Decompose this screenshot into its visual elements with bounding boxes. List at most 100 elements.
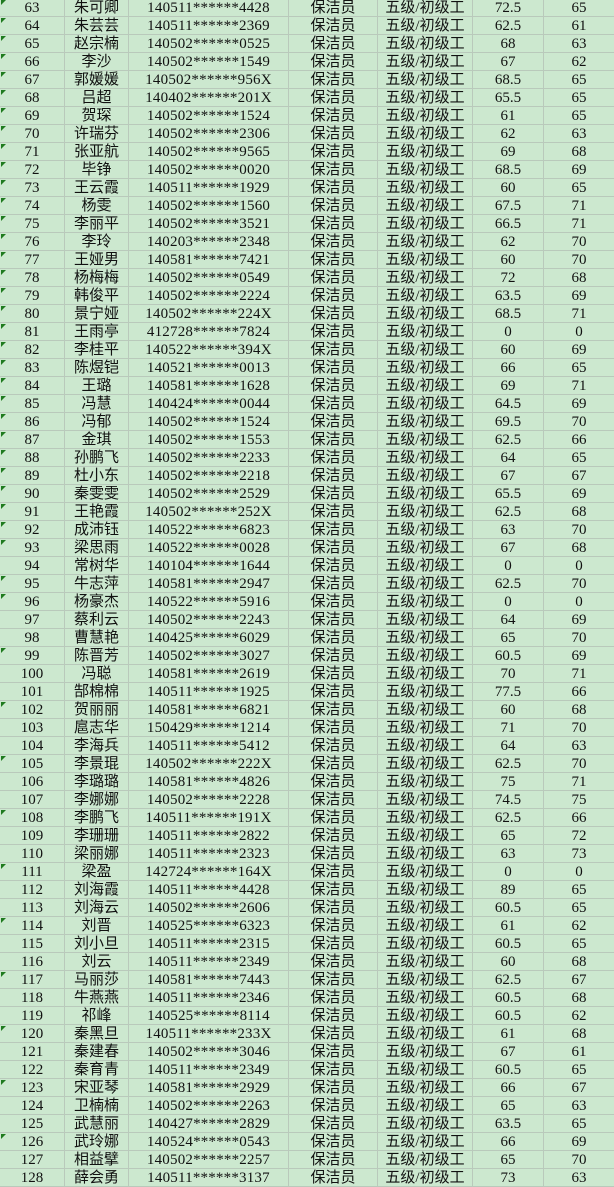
- id-number-cell[interactable]: 140502******2306: [129, 125, 289, 143]
- job-cell[interactable]: 保洁员: [289, 449, 378, 467]
- job-cell[interactable]: 保洁员: [289, 359, 378, 377]
- id-number-cell[interactable]: 140511******4428: [129, 881, 289, 899]
- score2-cell[interactable]: 61: [571, 18, 587, 34]
- job-cell[interactable]: 保洁员: [289, 1133, 378, 1151]
- level-cell[interactable]: 五级/初级工: [378, 0, 473, 17]
- score1-cell[interactable]: 65: [473, 629, 544, 647]
- level-cell[interactable]: 五级/初级工: [378, 215, 473, 233]
- name-cell[interactable]: 李丽平: [65, 215, 129, 233]
- name-cell[interactable]: 吕超: [65, 89, 129, 107]
- job-cell[interactable]: 保洁员: [289, 593, 378, 611]
- level-cell[interactable]: 五级/初级工: [378, 395, 473, 413]
- name-cell[interactable]: 朱可卿: [65, 0, 129, 17]
- score2-cell[interactable]: 65: [571, 90, 587, 106]
- name-cell[interactable]: 陈晋芳: [65, 647, 129, 665]
- job-cell[interactable]: 保洁员: [289, 953, 378, 971]
- job-cell[interactable]: 保洁员: [289, 557, 378, 575]
- job-cell[interactable]: 保洁员: [289, 251, 378, 269]
- score1-cell[interactable]: 67: [473, 539, 544, 557]
- job-cell[interactable]: 保洁员: [289, 611, 378, 629]
- job-cell[interactable]: 保洁员: [289, 1097, 378, 1115]
- row-number-cell[interactable]: 79: [0, 287, 65, 305]
- score2-cell[interactable]: 65: [571, 360, 587, 376]
- level-cell[interactable]: 五级/初级工: [378, 503, 473, 521]
- score1-cell[interactable]: 69: [473, 143, 544, 161]
- row-number-cell[interactable]: 98: [0, 629, 65, 647]
- score1-cell[interactable]: 63: [473, 521, 544, 539]
- score1-cell[interactable]: 66: [473, 1133, 544, 1151]
- job-cell[interactable]: 保洁员: [289, 197, 378, 215]
- name-cell[interactable]: 贺琛: [65, 107, 129, 125]
- row-number-cell[interactable]: 100: [0, 665, 65, 683]
- job-cell[interactable]: 保洁员: [289, 161, 378, 179]
- level-cell[interactable]: 五级/初级工: [378, 269, 473, 287]
- score2-cell[interactable]: 73: [571, 846, 587, 862]
- row-number-cell[interactable]: 63: [0, 0, 65, 17]
- id-number-cell[interactable]: 140581******6821: [129, 701, 289, 719]
- score2-cell[interactable]: 65: [571, 900, 587, 916]
- id-number-cell[interactable]: 140581******4826: [129, 773, 289, 791]
- name-cell[interactable]: 王娅男: [65, 251, 129, 269]
- job-cell[interactable]: 保洁员: [289, 377, 378, 395]
- name-cell[interactable]: 刘云: [65, 953, 129, 971]
- job-cell[interactable]: 保洁员: [289, 431, 378, 449]
- id-number-cell[interactable]: 140502******2224: [129, 287, 289, 305]
- job-cell[interactable]: 保洁员: [289, 269, 378, 287]
- job-cell[interactable]: 保洁员: [289, 305, 378, 323]
- score1-cell[interactable]: 66: [473, 1079, 544, 1097]
- name-cell[interactable]: 祁峰: [65, 1007, 129, 1025]
- row-number-cell[interactable]: 75: [0, 215, 65, 233]
- name-cell[interactable]: 冯聪: [65, 665, 129, 683]
- job-cell[interactable]: 保洁员: [289, 1025, 378, 1043]
- id-number-cell[interactable]: 140502******2257: [129, 1151, 289, 1169]
- score2-cell[interactable]: 70: [571, 522, 587, 538]
- level-cell[interactable]: 五级/初级工: [378, 1133, 473, 1151]
- row-number-cell[interactable]: 119: [0, 1007, 65, 1025]
- id-number-cell[interactable]: 140502******956X: [129, 71, 289, 89]
- job-cell[interactable]: 保洁员: [289, 935, 378, 953]
- name-cell[interactable]: 孙鹏飞: [65, 449, 129, 467]
- score2-cell[interactable]: 65: [571, 936, 587, 952]
- id-number-cell[interactable]: 140511******2315: [129, 935, 289, 953]
- name-cell[interactable]: 牛志萍: [65, 575, 129, 593]
- id-number-cell[interactable]: 140502******3027: [129, 647, 289, 665]
- job-cell[interactable]: 保洁员: [289, 575, 378, 593]
- score1-cell[interactable]: 63: [473, 845, 544, 863]
- id-number-cell[interactable]: 140502******2529: [129, 485, 289, 503]
- job-cell[interactable]: 保洁员: [289, 35, 378, 53]
- level-cell[interactable]: 五级/初级工: [378, 1061, 473, 1079]
- score2-cell[interactable]: 62: [571, 1008, 587, 1024]
- row-number-cell[interactable]: 110: [0, 845, 65, 863]
- level-cell[interactable]: 五级/初级工: [378, 539, 473, 557]
- score2-cell[interactable]: 68: [571, 990, 587, 1006]
- id-number-cell[interactable]: 140502******9565: [129, 143, 289, 161]
- id-number-cell[interactable]: 140581******2947: [129, 575, 289, 593]
- job-cell[interactable]: 保洁员: [289, 179, 378, 197]
- level-cell[interactable]: 五级/初级工: [378, 485, 473, 503]
- score1-cell[interactable]: 60: [473, 251, 544, 269]
- job-cell[interactable]: 保洁员: [289, 539, 378, 557]
- job-cell[interactable]: 保洁员: [289, 143, 378, 161]
- score2-cell[interactable]: 67: [571, 468, 587, 484]
- job-cell[interactable]: 保洁员: [289, 773, 378, 791]
- job-cell[interactable]: 保洁员: [289, 1061, 378, 1079]
- job-cell[interactable]: 保洁员: [289, 1151, 378, 1169]
- row-number-cell[interactable]: 64: [0, 17, 65, 35]
- score1-cell[interactable]: 64: [473, 737, 544, 755]
- level-cell[interactable]: 五级/初级工: [378, 863, 473, 881]
- score1-cell[interactable]: 0: [473, 323, 544, 341]
- score2-cell[interactable]: 66: [571, 684, 587, 700]
- id-number-cell[interactable]: 140502******2218: [129, 467, 289, 485]
- job-cell[interactable]: 保洁员: [289, 845, 378, 863]
- level-cell[interactable]: 五级/初级工: [378, 881, 473, 899]
- name-cell[interactable]: 朱芸芸: [65, 17, 129, 35]
- name-cell[interactable]: 许瑞芬: [65, 125, 129, 143]
- score2-cell[interactable]: 63: [571, 1170, 587, 1186]
- job-cell[interactable]: 保洁员: [289, 1079, 378, 1097]
- score2-cell[interactable]: 70: [571, 756, 587, 772]
- row-number-cell[interactable]: 89: [0, 467, 65, 485]
- score1-cell[interactable]: 60.5: [473, 1061, 544, 1079]
- score2-cell[interactable]: 71: [571, 198, 587, 214]
- row-number-cell[interactable]: 65: [0, 35, 65, 53]
- job-cell[interactable]: 保洁员: [289, 755, 378, 773]
